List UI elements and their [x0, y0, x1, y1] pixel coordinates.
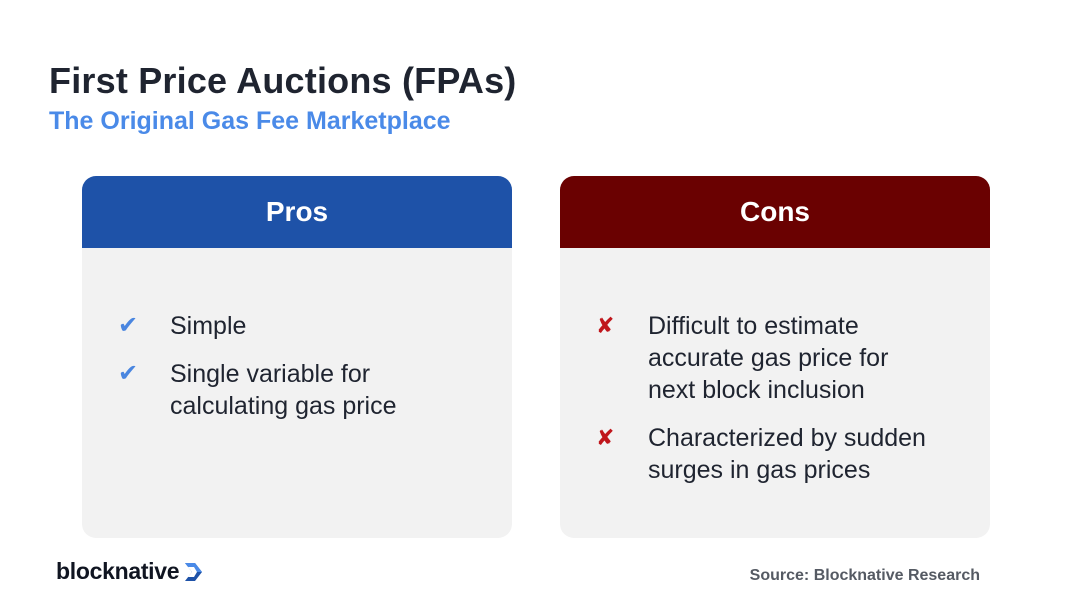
list-item: ✘ Difficult to estimate accurate gas pri… — [596, 310, 960, 406]
page-subtitle: The Original Gas Fee Marketplace — [49, 107, 451, 135]
checkmark-icon: ✔ — [118, 312, 139, 339]
blocknative-mark-icon — [185, 562, 203, 581]
cross-icon: ✘ — [596, 425, 615, 450]
cross-icon: ✘ — [596, 313, 615, 338]
blocknative-logo: blocknative — [56, 558, 203, 585]
page-title: First Price Auctions (FPAs) — [49, 60, 517, 101]
list-item: ✔ Simple — [118, 310, 482, 342]
cons-item-text: Difficult to estimate accurate gas price… — [648, 312, 889, 404]
source-note: Source: Blocknative Research — [749, 567, 980, 584]
list-item: ✔ Single variable for calculating gas pr… — [118, 358, 482, 422]
list-item: ✘ Characterized by sudden surges in gas … — [596, 422, 960, 486]
brand-name: blocknative — [56, 558, 180, 584]
cons-list: ✘ Difficult to estimate accurate gas pri… — [560, 248, 990, 486]
checkmark-icon: ✔ — [118, 360, 139, 387]
pros-list: ✔ Simple ✔ Single variable for calculati… — [82, 248, 512, 422]
pros-item-text: Single variable for calculating gas pric… — [170, 360, 397, 420]
cons-header: Cons — [560, 176, 990, 248]
pros-card: Pros ✔ Simple ✔ Single variable for calc… — [82, 176, 512, 538]
cons-item-text: Characterized by sudden surges in gas pr… — [648, 424, 926, 484]
pros-header: Pros — [82, 176, 512, 248]
cons-card: Cons ✘ Difficult to estimate accurate ga… — [560, 176, 990, 538]
pros-item-text: Simple — [170, 312, 247, 340]
